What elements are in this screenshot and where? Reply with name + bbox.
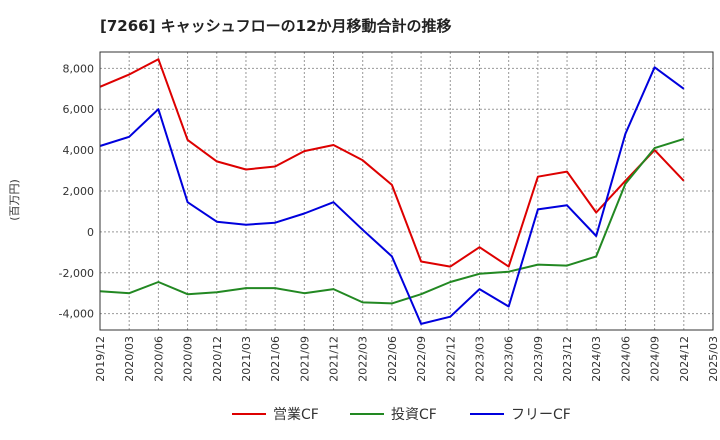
y-tick-label: -4,000 [59,308,94,321]
x-tick-label: 2019/12 [94,336,107,382]
plot-frame [99,51,714,331]
x-tick-label: 2025/03 [707,336,720,382]
x-tick-label: 2021/12 [328,336,341,382]
y-axis-label: (百万円) [8,179,21,221]
legend-label: 投資CF [391,407,437,423]
y-tick-label: 8,000 [63,62,95,75]
x-tick-label: 2020/09 [182,336,195,382]
x-tick-label: 2020/12 [211,336,224,382]
x-tick-label: 2024/09 [649,336,662,382]
legend: 営業CF 投資CF フリーCF [232,407,571,423]
y-tick-label: 4,000 [63,144,95,157]
x-tick-label: 2024/12 [678,336,691,382]
x-tick-label: 2021/03 [240,336,253,382]
x-tick-label: 2020/06 [152,336,165,382]
series-lines [99,58,685,325]
chart-title: [7266] キャッシュフローの12か月移動合計の推移 [100,17,452,35]
x-tick-label: 2021/09 [298,336,311,382]
x-tick-label: 2022/06 [386,336,399,382]
series-line-営業CF [99,58,685,268]
x-tick-label: 2023/06 [503,336,516,382]
x-tick-labels: 2019/12 2020/03 2020/06 2020/09 2020/12 2021/… [94,336,720,382]
y-tick-label: 2,000 [63,185,95,198]
x-tick-label: 2020/03 [123,336,136,382]
x-tick-label: 2023/03 [473,336,486,382]
y-tick-label: 6,000 [63,103,95,116]
series-line-フリーCF [99,66,685,325]
x-tick-label: 2022/09 [415,336,428,382]
x-tick-label: 2024/06 [619,336,632,382]
x-tick-label: 2024/03 [590,336,603,382]
y-tick-label: -2,000 [59,267,94,280]
x-tick-label: 2023/12 [561,336,574,382]
x-tick-label: 2023/09 [532,336,545,382]
legend-label: フリーCF [511,407,571,423]
x-tick-label: 2022/12 [444,336,457,382]
y-tick-labels: 8,000 6,000 4,000 2,000 0 -2,000 -4,000 [59,62,94,320]
legend-label: 営業CF [273,407,319,423]
y-tick-label: 0 [87,226,94,239]
x-tick-label: 2022/03 [357,336,370,382]
series-line-投資CF [99,137,685,305]
x-tick-label: 2021/06 [269,336,282,382]
